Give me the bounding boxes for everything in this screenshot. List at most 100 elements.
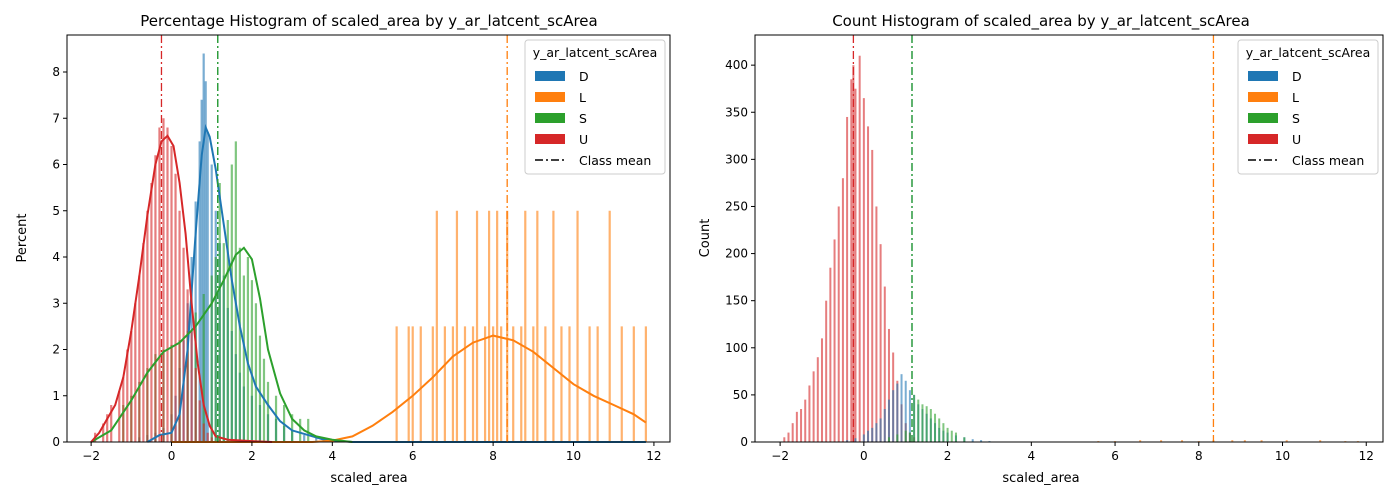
histogram-bar-S — [887, 437, 890, 442]
histogram-bar-D — [204, 81, 207, 442]
histogram-bar-U — [841, 178, 844, 442]
histogram-bar-S — [250, 280, 254, 442]
histogram-bar-S — [299, 418, 302, 442]
histogram-bar-U — [875, 206, 878, 442]
x-tick-label: 0 — [168, 449, 176, 463]
x-tick-label: 4 — [1027, 449, 1035, 463]
legend-swatch-D — [1248, 71, 1278, 81]
histogram-bar-U — [102, 423, 105, 442]
histogram-bar-U — [858, 55, 861, 442]
histogram-bar-U — [854, 88, 857, 442]
histogram-bar-U — [170, 146, 173, 442]
x-tick-label: 6 — [409, 449, 417, 463]
histogram-bar-U — [783, 437, 786, 442]
histogram-bar-L — [1319, 440, 1322, 442]
histogram-bar-U — [808, 385, 811, 442]
histogram-bar-L — [488, 210, 491, 442]
y-tick-label: 2 — [52, 343, 60, 357]
histogram-bar-D — [892, 390, 895, 442]
histogram-bar-U — [795, 411, 798, 442]
histogram-bar-S — [942, 423, 945, 442]
histogram-bar-U — [800, 409, 803, 442]
histogram-bar-U — [871, 149, 874, 442]
y-tick-label: 3 — [52, 296, 60, 310]
histogram-bar-L — [632, 326, 635, 442]
kde-curve-U — [90, 134, 273, 443]
x-axis-label: scaled_area — [1002, 471, 1079, 486]
x-tick-label: 6 — [1111, 449, 1119, 463]
histogram-bar-S — [896, 434, 899, 442]
histogram-bar-L — [524, 210, 527, 442]
histogram-bar-S — [917, 399, 920, 442]
x-tick-label: 10 — [566, 449, 581, 463]
histogram-bar-L — [532, 326, 535, 442]
histogram-bar-S — [307, 418, 310, 442]
histogram-bar-S — [238, 247, 241, 442]
histogram-bar-U — [850, 79, 853, 442]
histogram-bar-L — [419, 326, 422, 442]
histogram-bar-U — [138, 275, 141, 442]
histogram-bar-L — [395, 326, 398, 442]
histogram-bar-U — [787, 432, 790, 442]
legend-entry-D: D — [579, 69, 589, 84]
histogram-bar-L — [500, 326, 503, 442]
histogram-bar-L — [520, 326, 523, 442]
histogram-bar-D — [206, 132, 209, 442]
histogram-bar-L — [536, 210, 539, 442]
histogram-bar-S — [222, 243, 225, 442]
legend-title: y_ar_latcent_scArea — [533, 45, 658, 60]
histogram-bar-U — [146, 210, 149, 442]
histogram-bar-S — [946, 427, 949, 442]
histogram-bars — [783, 55, 1359, 443]
histogram-bar-U — [142, 243, 145, 442]
histogram-bar-L — [407, 326, 410, 442]
histogram-bar-S — [291, 414, 294, 442]
histogram-bar-S — [234, 141, 237, 442]
y-tick-label: 350 — [725, 105, 748, 119]
y-tick-label: 4 — [52, 250, 60, 264]
histogram-bar-U — [134, 303, 137, 442]
x-tick-label: −2 — [771, 449, 789, 463]
histogram-bar-D — [862, 434, 865, 442]
histogram-bar-U — [106, 414, 109, 442]
histogram-bar-L — [1181, 440, 1184, 442]
histogram-bar-U — [122, 377, 125, 442]
histogram-bar-S — [246, 257, 249, 442]
histogram-bar-S — [963, 437, 966, 442]
y-tick-label: 300 — [725, 152, 748, 166]
y-tick-label: 6 — [52, 158, 60, 172]
histogram-bar-L — [552, 210, 555, 442]
histogram-bar-U — [833, 239, 836, 442]
histogram-bar-L — [644, 326, 647, 442]
histogram-bar-U — [804, 399, 807, 442]
histogram-bar-U — [194, 368, 197, 442]
histogram-bar-L — [596, 326, 599, 442]
histogram-bar-U — [154, 155, 157, 442]
histogram-bar-L — [463, 326, 467, 442]
legend-entry-L: L — [579, 90, 586, 105]
x-tick-label: 8 — [1195, 449, 1203, 463]
histogram-bar-U — [210, 437, 213, 442]
histogram-bar-U — [867, 126, 870, 443]
histogram-bar-D — [883, 409, 886, 442]
histogram-bar-D — [875, 423, 878, 442]
histogram-bar-L — [544, 326, 547, 442]
histogram-bar-S — [904, 430, 907, 442]
histogram-bar-S — [254, 303, 258, 442]
histogram-bar-L — [512, 326, 515, 442]
histogram-bar-L — [496, 210, 499, 442]
histogram-bar-L — [1139, 440, 1142, 442]
histogram-bar-U — [198, 400, 201, 442]
histogram-bar-D — [887, 399, 890, 442]
axes-frame — [754, 34, 1384, 443]
histogram-bar-D — [971, 439, 974, 442]
histogram-bar-U — [218, 439, 221, 442]
histogram-bar-L — [443, 326, 446, 442]
y-axis-label: Count — [698, 219, 713, 258]
histogram-bar-S — [226, 220, 229, 442]
histogram-bar-U — [178, 210, 181, 442]
legend-title: y_ar_latcent_scArea — [1246, 45, 1371, 60]
histogram-bar-L — [1285, 440, 1288, 442]
